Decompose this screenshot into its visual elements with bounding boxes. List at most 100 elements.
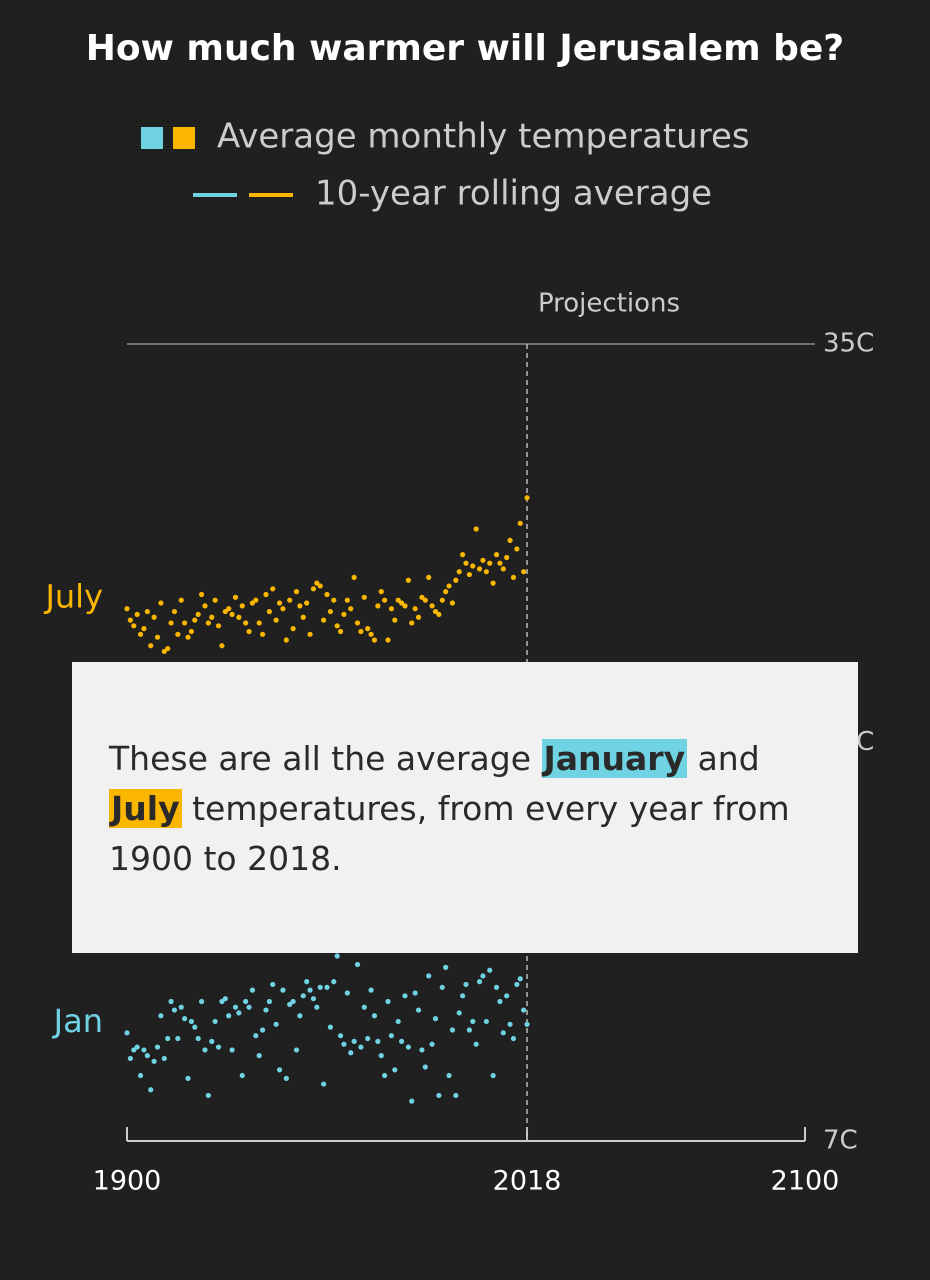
data-point	[290, 626, 296, 632]
data-point	[215, 623, 222, 629]
x-tick-label: 1900	[93, 1166, 162, 1197]
data-point	[392, 617, 398, 623]
data-point	[151, 1058, 157, 1064]
data-point	[480, 973, 486, 979]
data-point	[412, 990, 418, 996]
series-label: July	[43, 578, 103, 616]
data-point	[127, 617, 133, 623]
data-point	[422, 1064, 428, 1070]
data-point	[171, 608, 178, 615]
data-point	[463, 981, 469, 988]
series-label: Jan	[52, 1002, 103, 1040]
data-point	[470, 1018, 476, 1025]
data-point	[209, 614, 215, 620]
data-point	[280, 987, 286, 993]
data-point	[192, 617, 198, 623]
data-point	[246, 1004, 252, 1010]
data-point	[246, 628, 252, 635]
data-point	[175, 631, 181, 637]
data-point	[185, 1075, 191, 1081]
data-point	[524, 1021, 530, 1027]
data-point	[198, 998, 205, 1005]
data-point	[426, 574, 432, 581]
data-point	[388, 1033, 395, 1039]
data-point	[514, 546, 520, 552]
data-point	[154, 634, 161, 640]
data-point	[276, 600, 283, 606]
data-point	[300, 993, 306, 999]
data-point	[236, 614, 242, 620]
data-point	[260, 1027, 266, 1033]
data-point	[497, 560, 503, 566]
data-point	[500, 1030, 506, 1036]
data-point	[402, 993, 408, 999]
data-point	[392, 1067, 398, 1073]
data-point	[361, 1004, 367, 1010]
data-point	[443, 589, 449, 595]
data-point	[371, 1013, 378, 1019]
data-point	[432, 1016, 439, 1022]
data-point	[205, 1092, 211, 1099]
chart-title: How much warmer will Jerusalem be?	[86, 28, 844, 69]
data-point	[510, 574, 517, 581]
data-point	[446, 583, 452, 589]
data-point	[266, 608, 272, 615]
data-point	[273, 1021, 279, 1027]
data-point	[460, 993, 466, 999]
data-point	[331, 979, 337, 985]
data-point	[507, 537, 513, 544]
data-point	[178, 597, 184, 603]
data-point	[195, 1035, 201, 1042]
data-point	[253, 1033, 259, 1039]
data-point	[137, 631, 144, 637]
data-point	[456, 569, 462, 575]
data-point	[517, 976, 523, 982]
data-point	[490, 1072, 496, 1079]
data-point	[127, 1055, 133, 1062]
data-point	[141, 626, 147, 632]
data-point	[439, 984, 445, 990]
legend-swatch	[141, 127, 163, 149]
data-point	[368, 631, 374, 637]
data-point	[358, 1044, 364, 1050]
data-point	[239, 603, 245, 609]
overlay-text: temperatures, from every year from 1900 …	[109, 789, 790, 878]
data-point	[219, 643, 225, 649]
overlay-box: These are all the average January and Ju…	[72, 662, 858, 953]
data-point	[466, 571, 472, 578]
data-point	[422, 597, 428, 603]
data-point	[480, 557, 486, 563]
data-point	[256, 1053, 262, 1059]
data-point	[368, 987, 374, 993]
data-point	[297, 603, 303, 609]
data-point	[232, 1004, 239, 1010]
data-point	[144, 1053, 150, 1059]
data-point	[209, 1038, 215, 1044]
data-point	[168, 998, 174, 1005]
data-point	[171, 1007, 178, 1013]
data-point	[148, 643, 154, 649]
data-point	[371, 637, 378, 643]
data-point	[334, 623, 340, 629]
data-point	[385, 998, 391, 1005]
data-point	[426, 973, 432, 979]
data-point	[375, 1038, 381, 1044]
data-point	[405, 1044, 411, 1050]
data-point	[151, 614, 157, 620]
data-point	[490, 580, 496, 586]
data-point	[158, 600, 164, 606]
data-point	[436, 1092, 442, 1099]
data-point	[365, 1035, 371, 1042]
data-point	[402, 603, 408, 609]
data-point	[388, 606, 395, 612]
data-point	[429, 603, 435, 609]
data-point	[134, 611, 140, 618]
data-point	[341, 611, 347, 618]
data-point	[293, 589, 300, 595]
x-tick-label: 2100	[771, 1166, 840, 1197]
data-point	[321, 1081, 327, 1087]
data-point	[290, 998, 296, 1005]
data-point	[229, 1047, 235, 1053]
data-point	[263, 591, 269, 598]
